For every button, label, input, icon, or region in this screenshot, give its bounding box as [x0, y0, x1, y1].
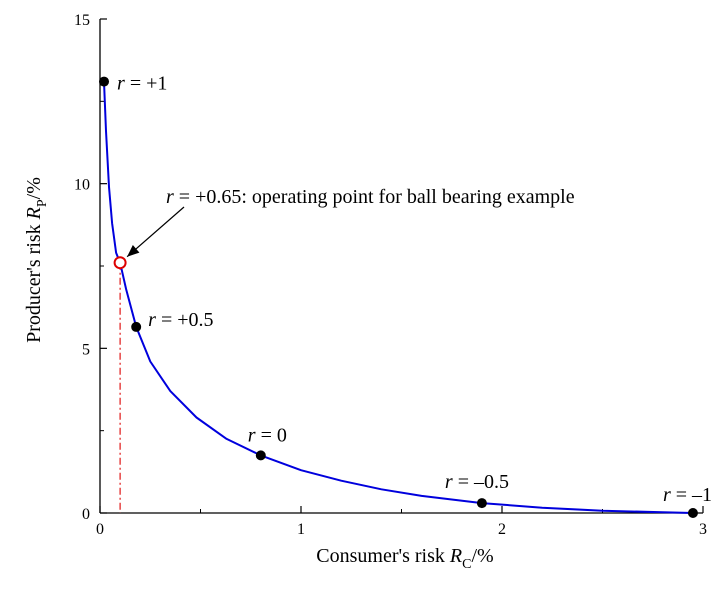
point-label-var: r: [248, 424, 256, 446]
x-axis-title-main: Consumer's risk: [316, 545, 450, 567]
data-point: [255, 450, 266, 461]
point-label-value: = +0.5: [156, 309, 214, 331]
point-label-value: = –1: [671, 484, 712, 506]
point-label-value: = –0.5: [453, 471, 509, 493]
x-tick-label: 1: [297, 521, 305, 538]
y-axis-title-main: Producer's risk: [23, 219, 45, 343]
y-axis-title-sub: P: [35, 199, 50, 207]
y-tick-label: 10: [74, 177, 90, 194]
point-label-var: r: [445, 471, 453, 493]
point-label: r = 0: [248, 424, 287, 446]
x-axis-title-sub: C: [462, 557, 471, 572]
point-label-value: = 0: [256, 424, 287, 446]
x-tick-label: 2: [498, 521, 506, 538]
point-label: r = –0.5: [445, 471, 509, 493]
y-axis-title-unit: /%: [23, 177, 45, 199]
point-label: r = +0.5: [148, 309, 213, 331]
data-point: [131, 321, 142, 332]
points-layer: [99, 76, 698, 518]
point-label-var: r: [148, 309, 156, 331]
data-point: [99, 76, 110, 87]
data-point: [687, 508, 698, 518]
curve-layer: [103, 81, 694, 514]
y-tick-label: 15: [74, 12, 90, 29]
point-label-value: = +1: [125, 73, 168, 95]
operating-point-arrow: [126, 206, 185, 258]
data-point: [476, 498, 487, 509]
x-axis-title: Consumer's risk RC/%: [316, 545, 493, 572]
y-axis-title-var: R: [23, 207, 45, 220]
operating-point-label-text: = +0.65: operating point for ball bearin…: [174, 186, 575, 208]
point-label-var: r: [663, 484, 671, 506]
axes: [99, 19, 703, 514]
y-tick-label: 0: [82, 506, 90, 523]
x-axis-title-unit: /%: [471, 545, 493, 567]
ticks: 0 1 2 3 0 5 10 15: [74, 12, 707, 538]
y-axis-title: Producer's risk RP/%: [23, 177, 50, 343]
risk-curve: [103, 81, 694, 514]
x-tick-label: 3: [699, 521, 707, 538]
operating-point-label: r = +0.65: operating point for ball bear…: [166, 186, 575, 208]
operating-point-arrowhead: [127, 245, 140, 257]
annotations: r = +1r = +0.5r = 0r = –0.5r = –1r = +0.…: [117, 73, 712, 506]
y-tick-label: 5: [82, 341, 90, 358]
x-tick-label: 0: [96, 521, 104, 538]
x-axis-title-var: R: [449, 545, 462, 567]
point-label-var: r: [117, 73, 125, 95]
point-label: r = –1: [663, 484, 712, 506]
operating-point: [113, 256, 127, 270]
operating-point-label-var: r: [166, 186, 174, 208]
point-label: r = +1: [117, 73, 167, 95]
